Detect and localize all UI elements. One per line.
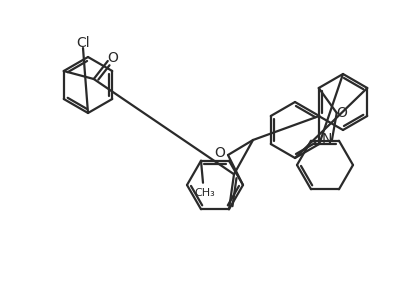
Text: O: O xyxy=(336,106,347,120)
Text: CH₃: CH₃ xyxy=(194,188,215,198)
Text: Cl: Cl xyxy=(76,36,90,50)
Text: N: N xyxy=(322,132,332,146)
Text: O: O xyxy=(215,146,225,160)
Text: O: O xyxy=(107,51,118,65)
